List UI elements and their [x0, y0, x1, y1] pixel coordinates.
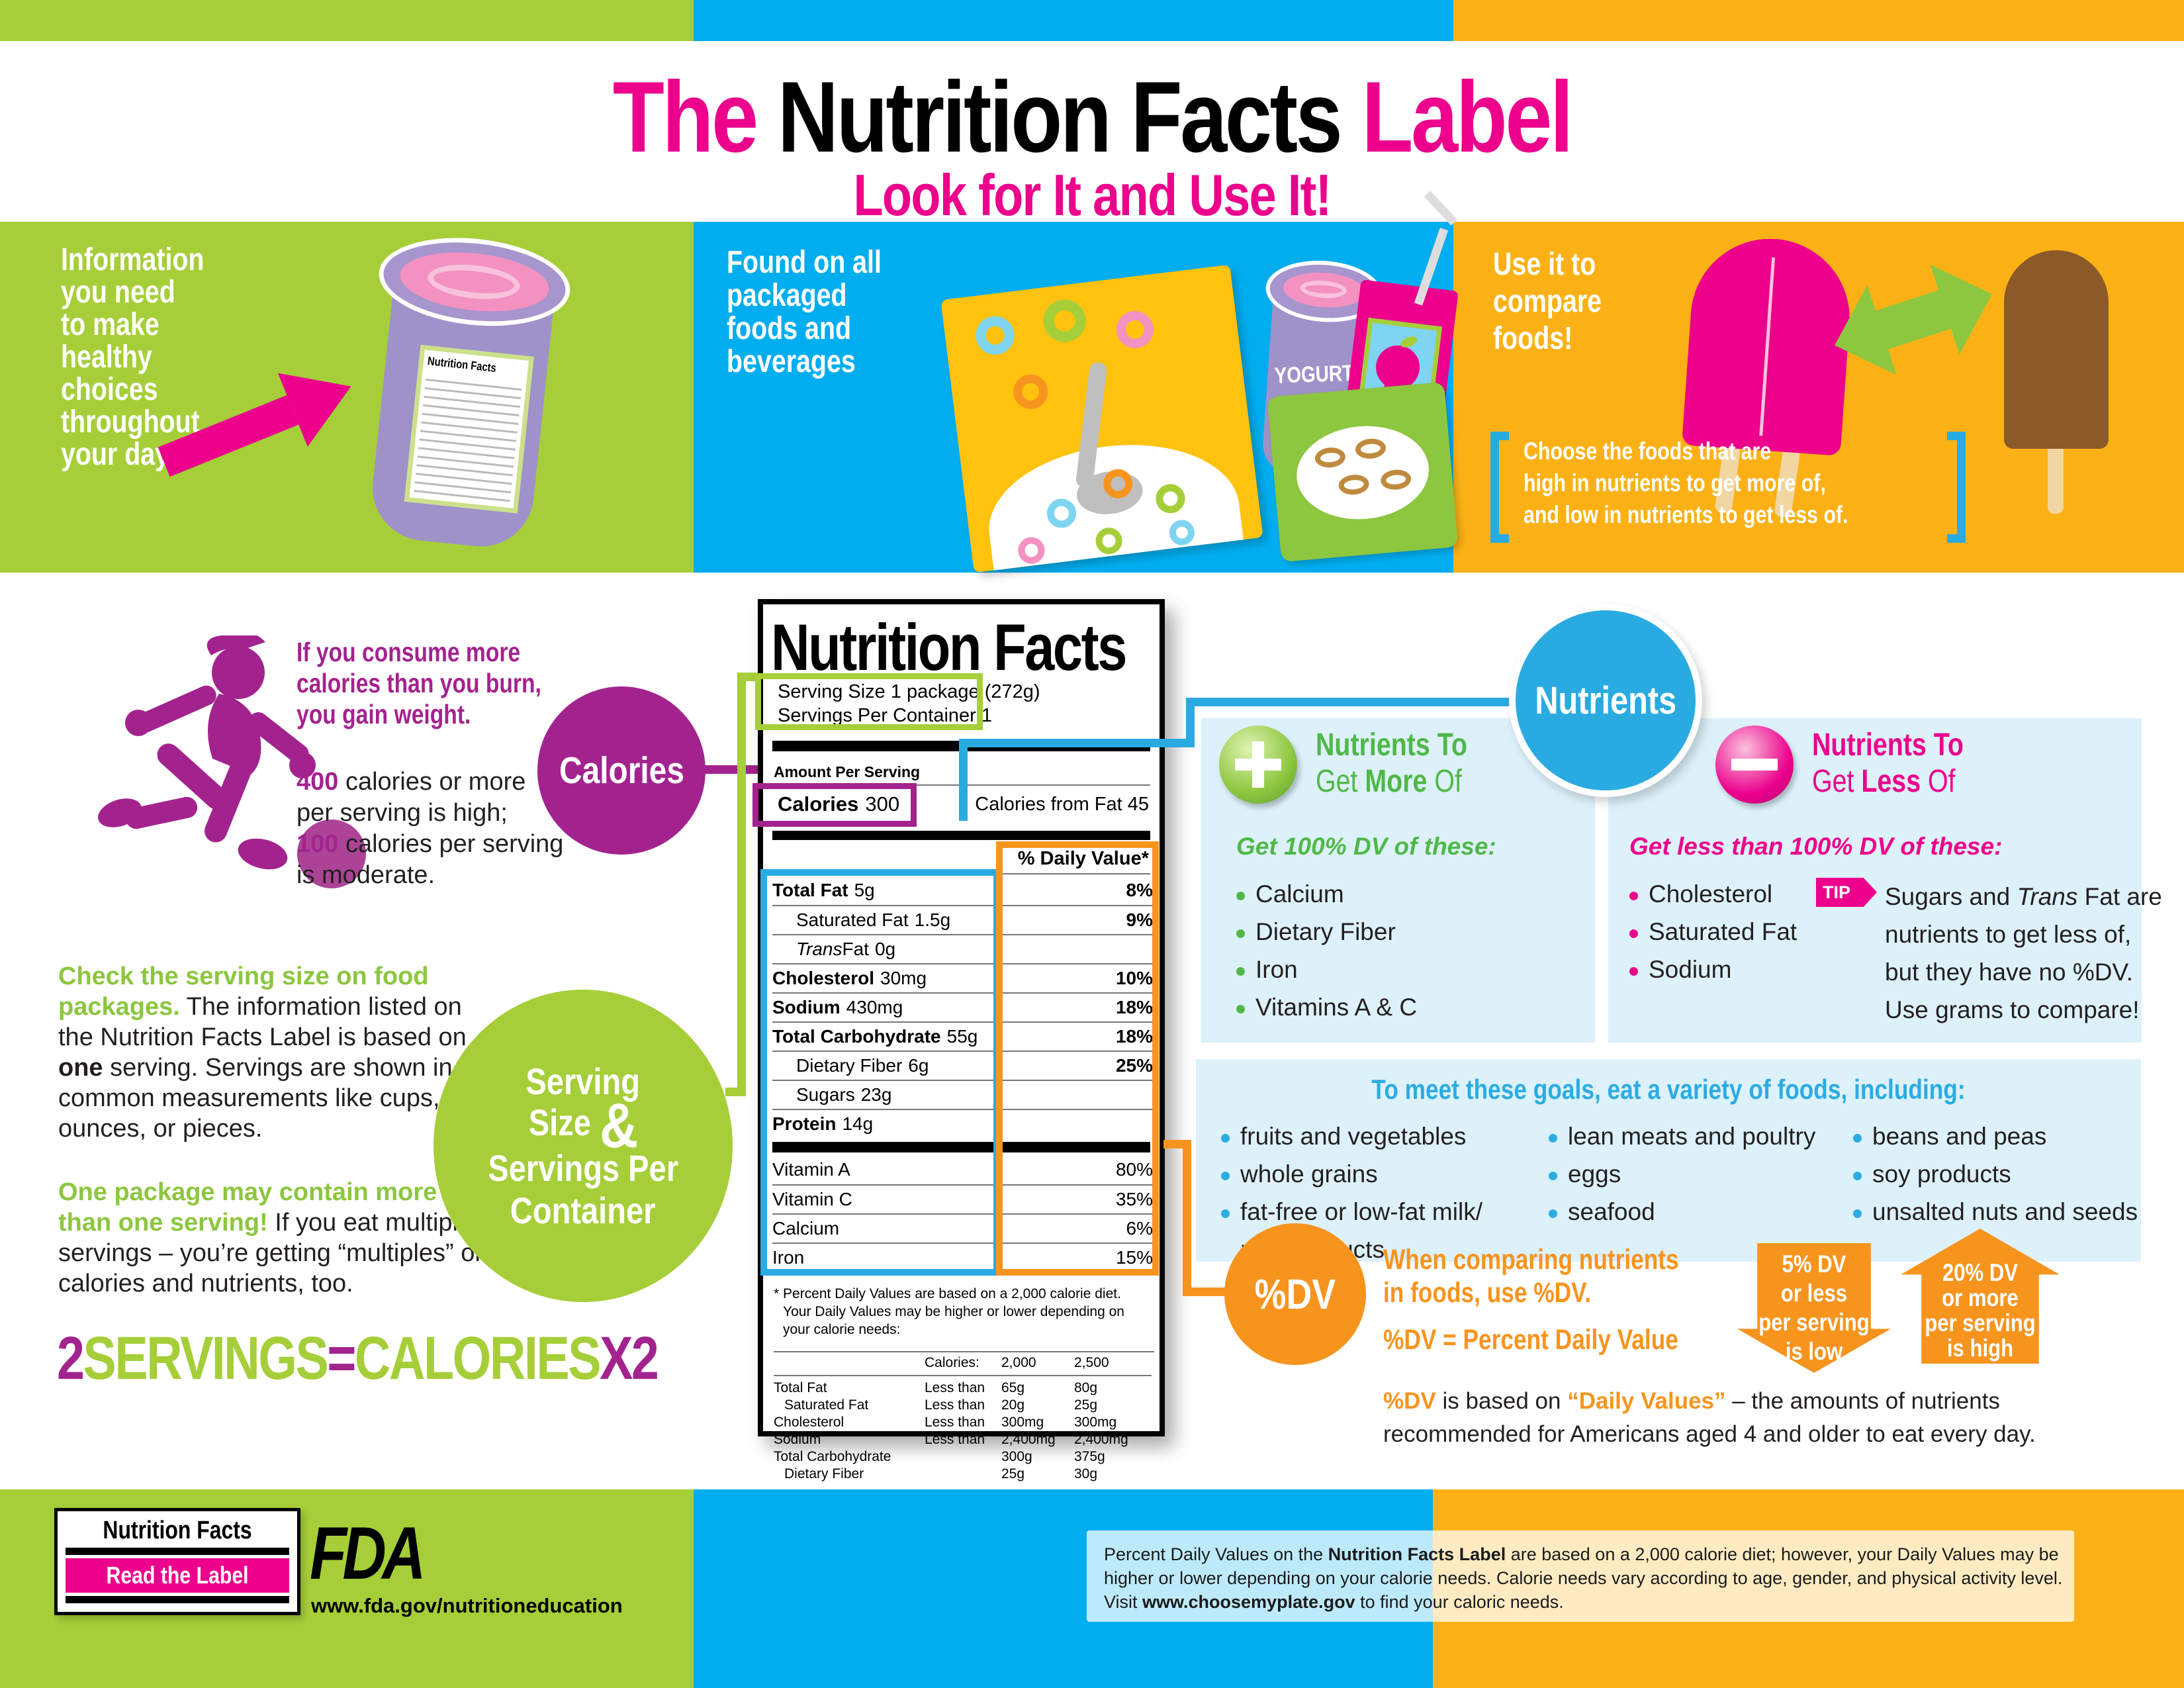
runner-kid-illustration — [98, 635, 366, 888]
label-row-cholesterol: Cholesterol 30mg 10% — [772, 963, 1154, 992]
goals-panel — [1196, 1059, 2141, 1262]
top-strip-orange — [1453, 0, 2184, 41]
footer-note-box: Percent Daily Values on the Nutrition Fa… — [1087, 1530, 2074, 1622]
calories-highlight-box — [752, 783, 917, 827]
label-calories: Calories 300 — [778, 792, 900, 816]
less-heading: Nutrients To Get Less Of — [1812, 727, 1964, 799]
connector-blue-4 — [1186, 698, 1516, 706]
choosemyplate-url[interactable]: www.choosemyplate.gov — [1142, 1592, 1355, 1612]
nutrients-less-panel — [1608, 718, 2142, 1043]
top-strip-blue — [694, 0, 1453, 41]
dv-definition: %DV is based on “Daily Values” – the amo… — [1383, 1388, 2036, 1447]
more-subheading: Get 100% DV of these: — [1236, 833, 1496, 860]
intro-orange-heading: Use it to compare foods! — [1493, 247, 1602, 356]
fda-logo: FDA — [310, 1512, 426, 1595]
mini-row-1: Saturated Fat Less than 20g 25g — [784, 1397, 1098, 1413]
connector-orange-2 — [1183, 1140, 1191, 1296]
mini-row-3: Sodium Less than 2,400mg 2,400mg — [774, 1432, 1128, 1447]
goals-title: To meet these goals, eat a variety of fo… — [1371, 1074, 1966, 1105]
label-row-sat-fat: Saturated Fat 1.5g 9% — [772, 905, 1154, 934]
page-subtitle: Look for It and Use It! — [853, 162, 1332, 228]
connector-green-bottom — [725, 1088, 740, 1096]
connector-orange-3 — [1183, 1288, 1234, 1296]
intro-green-heading: Information you need to make healthy choic… — [61, 242, 205, 472]
plus-icon — [1219, 726, 1297, 804]
goals-col2: lean meats and poultry eggs seafood — [1549, 1117, 1815, 1231]
mini-label-lines — [414, 371, 523, 504]
intro-green-panel — [0, 222, 694, 573]
tip-text: Sugars and Trans Fat are nutrients to ge… — [1885, 883, 2162, 1023]
mini-row-4: Total Carbohydrate 300g 375g — [774, 1449, 1105, 1464]
yogurt-mini-label: Nutrition Facts — [404, 344, 534, 514]
label-row-vitamin-a: Vitamin A 80% — [772, 1159, 1153, 1180]
top-strip-green — [0, 0, 694, 41]
connector-blue-1 — [959, 747, 968, 821]
connector-blue-3 — [1186, 702, 1195, 747]
title-band: The Nutrition Facts Label Look for It an… — [0, 41, 2184, 228]
page-title: The Nutrition Facts Label — [612, 61, 1574, 173]
mini-row-5: Dietary Fiber 25g 30g — [784, 1466, 1098, 1481]
yogurt-cup-illustration: Nutrition Facts — [328, 222, 598, 569]
mini-row-2: Cholesterol Less than 300mg 300mg — [774, 1415, 1117, 1430]
connector-blue-2 — [959, 739, 1195, 747]
calories-circle: Calories — [537, 686, 705, 855]
cereal-box-illustration — [940, 264, 1263, 573]
connector-magenta — [698, 765, 759, 774]
label-row-protein: Protein 14g — [772, 1109, 1154, 1138]
nutrients-highlight-box — [760, 869, 1000, 1276]
nutrients-circle: Nutrients — [1509, 604, 1702, 797]
calories-guideline: 400 calories or more per serving is high… — [296, 768, 564, 889]
label-row-iron: Iron 15% — [772, 1243, 1154, 1272]
minus-icon — [1715, 726, 1794, 804]
label-row-calcium: Calcium 6% — [772, 1213, 1154, 1243]
calories-intro: If you consume more calories than you bu… — [296, 637, 541, 729]
intro-blue-heading: Found on all packaged foods and beverages — [727, 245, 882, 379]
mini-table-header: Calories: 2,000 2,500 — [774, 1351, 1154, 1372]
label-row-sugars: Sugars 23g — [772, 1080, 1154, 1109]
less-items: Cholesterol Saturated Fat Sodium — [1629, 875, 1797, 988]
more-heading: Nutrients To Get More Of — [1316, 727, 1467, 799]
read-the-label-logo: Nutrition Facts Read the Label — [54, 1508, 300, 1615]
calories-circle-label: Calories — [559, 749, 684, 792]
tip-badge: TIP — [1816, 878, 1877, 907]
serving-size-circle: Serving Size & Servings Per Container — [433, 990, 733, 1302]
label-row-trans-fat: Trans Fat 0g — [772, 934, 1154, 963]
multiple-servings-copy: One package may contain more than one se… — [58, 1178, 489, 1297]
fudge-pop-illustration — [2004, 250, 2116, 528]
label-amount-per: Amount Per Serving — [774, 763, 921, 780]
less-subheading: Get less than 100% DV of these: — [1629, 833, 2003, 860]
label-row-sodium: Sodium 430mg 18% — [772, 992, 1154, 1021]
serving-size-copy: Check the serving size on food packages.… — [58, 962, 467, 1143]
label-dv-header: % Daily Value* — [1017, 848, 1149, 869]
bracket-right — [1947, 432, 1966, 543]
pretzel-bag-illustration — [1267, 381, 1459, 563]
bracket-left — [1490, 432, 1509, 543]
mini-row-0: Total Fat Less than 65g 80g — [774, 1380, 1098, 1395]
fda-url[interactable]: www.fda.gov/nutritioneducation — [311, 1594, 623, 1617]
compare-quote: Choose the foods that are high in nutrie… — [1524, 438, 1848, 528]
connector-green-v — [737, 673, 746, 1096]
dv-equation: %DV = Percent Daily Value — [1383, 1324, 1678, 1356]
label-row-total-fat: Total Fat 5g 8% — [772, 880, 1153, 900]
more-items: Calcium Dietary Fiber Iron Vitamins A & … — [1236, 875, 1417, 1026]
dv-down-arrow: 5% DV or less per serving is low — [1737, 1243, 1891, 1373]
label-serving-size: Serving Size 1 package (272g) — [778, 681, 1040, 702]
dv-heading: When comparing nutrients in foods, use %D… — [1383, 1244, 1679, 1309]
label-row-carb: Total Carbohydrate 55g 18% — [772, 1021, 1154, 1051]
nutrition-facts-label: Nutrition Facts Serving Size 1 package (… — [752, 599, 1165, 1481]
label-row-fiber: Dietary Fiber 6g 25% — [772, 1051, 1154, 1080]
label-calories-from-fat: Calories from Fat 45 — [975, 794, 1149, 815]
goals-col3: beans and peas soy products unsalted nut… — [1853, 1117, 2138, 1231]
servings-equation: 2SERVINGS=CALORIESX2 — [57, 1325, 659, 1392]
label-footnote: * Percent Daily Values are based on a 2,… — [774, 1286, 1124, 1337]
dv-highlight-box — [996, 841, 1159, 1276]
label-title: Nutrition Facts — [771, 610, 1127, 684]
label-servings-per: Servings Per Container 1 — [778, 705, 992, 726]
dv-circle: %DV — [1224, 1223, 1366, 1365]
label-row-vitamin-c: Vitamin C 35% — [772, 1184, 1154, 1213]
serving-size-highlight-box — [755, 673, 983, 730]
